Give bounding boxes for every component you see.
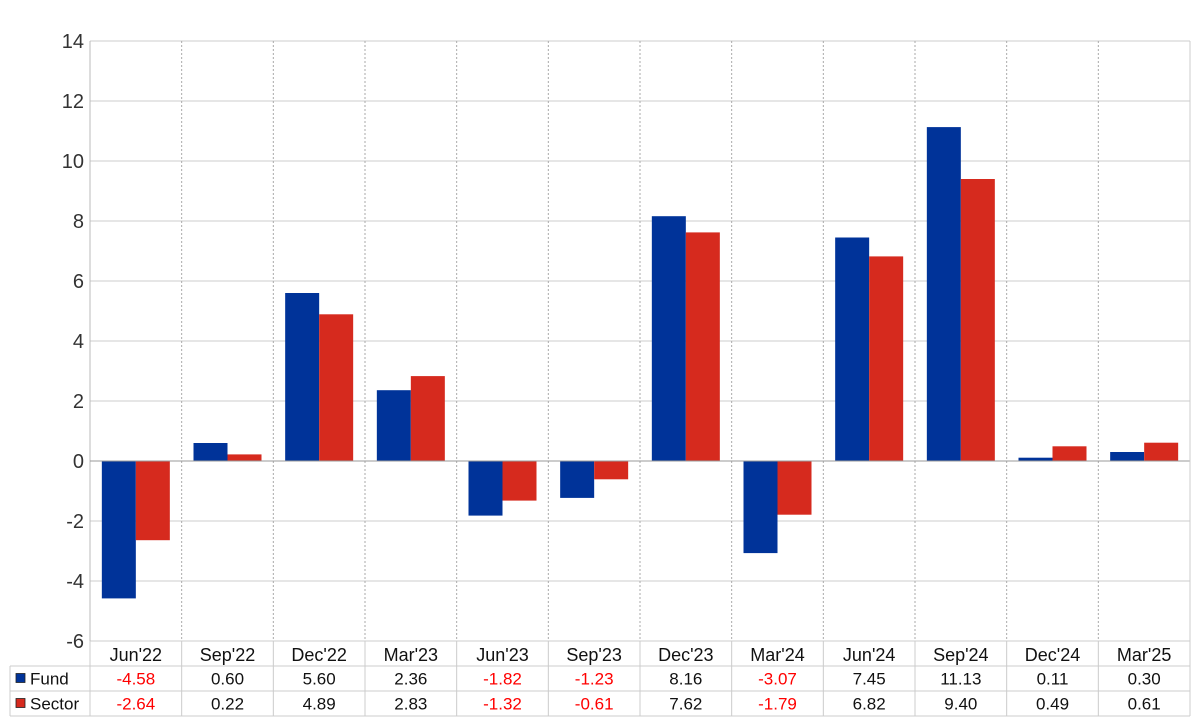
bar-fund-6	[651, 216, 686, 461]
table-value-fund: 11.13	[940, 670, 981, 689]
y-tick-label: 10	[62, 151, 84, 173]
bar-sector-8	[869, 256, 904, 461]
bar-sector-6	[685, 232, 720, 461]
bar-fund-9	[926, 127, 961, 461]
y-tick-label: 0	[73, 451, 84, 473]
bar-fund-10	[1018, 457, 1053, 461]
bar-sector-0	[135, 461, 170, 541]
bar-fund-3	[376, 390, 411, 461]
x-tick-label: Sep'24	[933, 645, 989, 665]
table-value-sector: 0.22	[211, 695, 244, 714]
y-tick-label: 8	[73, 211, 84, 233]
x-tick-label: Dec'22	[291, 645, 346, 665]
table-value-sector: 0.61	[1128, 695, 1161, 714]
table-value-sector: 0.49	[1036, 695, 1069, 714]
y-tick-label: 12	[62, 91, 84, 113]
table-value-fund: 0.30	[1128, 670, 1161, 689]
table-value-fund: -3.07	[758, 670, 797, 689]
x-tick-label: Jun'22	[110, 645, 162, 665]
table-value-sector: 6.82	[853, 695, 886, 714]
table-value-sector: -2.64	[116, 695, 155, 714]
bar-sector-10	[1052, 446, 1087, 461]
table-value-fund: -4.58	[116, 670, 155, 689]
table-value-sector: -1.32	[483, 695, 522, 714]
table-value-fund: -1.23	[575, 670, 614, 689]
table-value-fund: 0.11	[1037, 670, 1069, 689]
table-value-sector: -1.79	[758, 695, 797, 714]
bar-fund-2	[285, 293, 320, 461]
table-value-sector: 9.40	[944, 695, 977, 714]
table-value-sector: 4.89	[303, 695, 336, 714]
bar-fund-0	[101, 461, 136, 599]
legend-label-sector: Sector	[30, 695, 79, 714]
y-tick-label: -2	[66, 511, 84, 533]
bar-sector-9	[960, 179, 995, 461]
y-tick-label: 2	[73, 391, 84, 413]
bar-fund-5	[560, 461, 595, 498]
x-tick-label: Mar'23	[384, 645, 438, 665]
bar-sector-2	[319, 314, 354, 461]
y-tick-label: 14	[62, 31, 84, 53]
bar-sector-5	[594, 461, 629, 480]
y-tick-label: 4	[73, 331, 84, 353]
table-value-fund: 5.60	[303, 670, 336, 689]
x-tick-label: Sep'23	[566, 645, 622, 665]
legend-label-fund: Fund	[30, 670, 69, 689]
y-tick-label: 6	[73, 271, 84, 293]
bar-sector-4	[502, 461, 537, 501]
table-value-sector: 7.62	[669, 695, 702, 714]
y-tick-label: -4	[66, 571, 84, 593]
bar-sector-1	[227, 454, 262, 461]
gridlines	[89, 40, 1191, 642]
bar-fund-11	[1110, 452, 1145, 461]
x-tick-label: Mar'24	[750, 645, 804, 665]
table-value-sector: 2.83	[394, 695, 427, 714]
legend-swatch-sector	[15, 698, 26, 708]
bar-fund-1	[193, 443, 228, 461]
x-tick-label: Jun'24	[843, 645, 895, 665]
table-value-fund: 2.36	[394, 670, 427, 689]
x-tick-label: Jun'23	[476, 645, 528, 665]
table-value-fund: -1.82	[483, 670, 522, 689]
axes: -6 -4 -2 0 2 4 6 8 10 12 14 Jun'22 Sep'22 Dec'22 Mar'2…	[62, 31, 1190, 665]
y-tick-label: -6	[66, 631, 84, 653]
table-value-fund: 7.45	[853, 670, 886, 689]
table-value-fund: 0.60	[211, 670, 244, 689]
legend-swatch-fund	[15, 673, 26, 683]
bar-sector-3	[410, 376, 445, 461]
x-tick-label: Sep'22	[200, 645, 256, 665]
bar-fund-4	[468, 461, 503, 516]
bar-fund-7	[743, 461, 778, 554]
x-tick-label: Dec'24	[1025, 645, 1080, 665]
table-value-fund: 8.16	[669, 670, 702, 689]
bars	[101, 127, 1179, 599]
x-tick-label: Dec'23	[658, 645, 713, 665]
bar-sector-7	[777, 461, 812, 515]
bar-fund-8	[835, 237, 870, 461]
table-value-sector: -0.61	[575, 695, 614, 714]
data-table: Fund -4.58 0.60 5.60 2.36 -1.82 -1.23 8.16 -3.07…	[9, 41, 1191, 717]
x-tick-label: Mar'25	[1117, 645, 1171, 665]
bar-sector-11	[1144, 442, 1179, 461]
